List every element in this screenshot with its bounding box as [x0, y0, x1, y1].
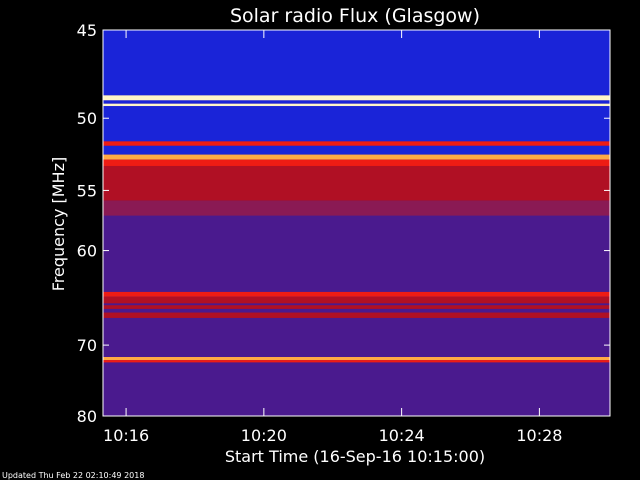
- spectrogram-bands: [103, 30, 610, 416]
- y-axis-label: Frequency [MHz]: [49, 157, 68, 291]
- frequency-band: [103, 291, 610, 297]
- frequency-band: [103, 103, 610, 107]
- frequency-band: [103, 141, 610, 146]
- frequency-band: [103, 360, 610, 363]
- frequency-band: [103, 215, 610, 262]
- chart-title: Solar radio Flux (Glasgow): [230, 5, 480, 27]
- frequency-band: [103, 305, 610, 309]
- frequency-band: [103, 154, 610, 160]
- x-tick-label: 10:28: [516, 426, 562, 445]
- frequency-band: [103, 100, 610, 104]
- frequency-band: [103, 312, 610, 318]
- frequency-band: [103, 30, 610, 96]
- x-tick-label: 10:24: [379, 426, 425, 445]
- y-tick-label: 45: [77, 21, 97, 40]
- frequency-band: [103, 200, 610, 216]
- frequency-band: [103, 357, 610, 361]
- frequency-band: [103, 95, 610, 101]
- frequency-band: [103, 296, 610, 304]
- plot-frame: [102, 29, 611, 417]
- x-axis-label: Start Time (16-Sep-16 10:15:00): [225, 447, 485, 466]
- x-tick-label: 10:20: [241, 426, 287, 445]
- frequency-band: [103, 165, 610, 201]
- tick-labels: 45 50 55 60 70 80 10:16 10:20 10:24 10:28: [77, 21, 563, 445]
- x-tick-label: 10:16: [103, 426, 149, 445]
- y-tick-label: 70: [77, 336, 97, 355]
- axes: [102, 29, 611, 417]
- y-tick-label: 80: [77, 407, 97, 426]
- y-tick-label: 55: [77, 181, 97, 200]
- frequency-band: [103, 159, 610, 166]
- frequency-band: [103, 106, 610, 142]
- footer-updated: Updated Thu Feb 22 02:10:49 2018: [2, 471, 144, 480]
- frequency-band: [103, 145, 610, 155]
- y-tick-label: 50: [77, 109, 97, 128]
- y-tick-label: 60: [77, 242, 97, 261]
